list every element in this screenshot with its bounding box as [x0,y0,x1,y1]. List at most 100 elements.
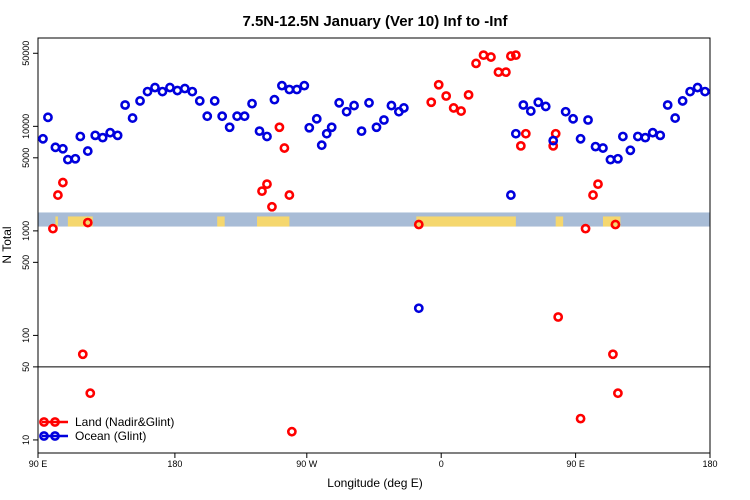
data-point [262,131,272,142]
data-point [640,132,651,143]
y-tick-label: 100 [21,328,31,343]
data-point [291,84,302,95]
y-axis: 10 50 100 500 1000 5000 10000 50000 [21,41,38,445]
data-point [505,51,516,61]
data-point [632,131,643,142]
data-point [279,143,290,153]
data-point [625,145,636,156]
data-point [349,100,359,111]
data-point [448,103,459,113]
data-point [217,111,228,122]
land-patch [555,216,564,227]
data-point [57,177,68,188]
data-point [501,67,511,78]
y-tick-label: 10000 [21,114,31,139]
data-point [647,127,658,138]
data-point [364,97,374,108]
data-point [286,426,297,437]
data-point [685,86,695,97]
data-point [179,83,190,94]
data-point [135,96,145,106]
data-point [150,82,160,93]
data-point [583,115,593,125]
data-point [257,186,267,197]
x-tick-label: 0 [439,459,444,469]
data-point [568,113,579,124]
y-tick-label: 50000 [21,41,31,66]
data-point [525,106,536,116]
data-point [593,179,603,190]
legend-marker [39,431,49,441]
data-point [43,112,53,123]
data-point [520,128,531,139]
data-point [553,312,564,322]
series-group [38,50,710,437]
data-point [341,106,352,117]
data-point [247,98,257,109]
data-point [598,143,608,153]
legend: Land (Nadir&Glint)Ocean (Glint) [39,415,174,443]
data-point [187,86,198,97]
x-axis: 90 E 180 90 W 0 90 E 180 [29,453,718,469]
data-point [588,190,598,200]
data-point [284,190,295,200]
data-point [127,113,138,123]
data-point [540,101,551,112]
data-point [97,132,108,143]
data-point [90,130,101,141]
data-point [608,349,618,360]
data-point [262,179,272,190]
data-point [613,388,623,399]
data-point [379,115,389,125]
data-point [700,86,710,97]
data-point [441,91,452,101]
data-point [677,96,688,106]
x-tick-label: 90 E [566,459,585,469]
data-point [692,82,703,93]
data-point [321,128,332,139]
land-patch [416,216,516,227]
data-point [277,80,287,91]
data-point [75,131,86,142]
data-point [398,103,409,113]
data-point [254,126,265,137]
chart-title: 7.5N-12.5N January (Ver 10) Inf to -Inf [242,13,508,30]
data-point [493,67,504,78]
data-point [120,100,131,110]
land-patch [217,216,225,227]
data-point [356,126,367,137]
data-point [274,122,285,133]
data-point [269,94,280,105]
data-point [613,153,623,164]
data-point [426,97,437,108]
data-point [48,223,58,234]
data-point [112,130,123,141]
data-point [70,153,81,164]
data-point [533,97,544,108]
data-point [224,122,235,133]
data-point [50,142,61,153]
series-0 [48,50,623,437]
data-point [53,190,63,200]
data-point [670,113,681,123]
data-point [82,146,93,156]
data-point [194,96,205,106]
data-point [662,100,673,110]
y-tick-label: 50 [21,362,31,372]
data-point [510,128,521,139]
data-point [548,135,559,146]
data-point [172,85,183,96]
x-tick-label: 180 [702,459,717,469]
data-point [386,100,397,111]
data-point [38,133,48,144]
legend-marker [50,431,60,441]
x-axis-title: Longitude (deg E) [327,476,422,490]
y-tick-label: 1000 [21,221,31,241]
data-point [605,154,616,165]
data-point [590,141,601,152]
data-point [316,140,327,151]
data-point [105,127,116,138]
data-point [413,219,424,230]
series-1 [38,80,710,314]
